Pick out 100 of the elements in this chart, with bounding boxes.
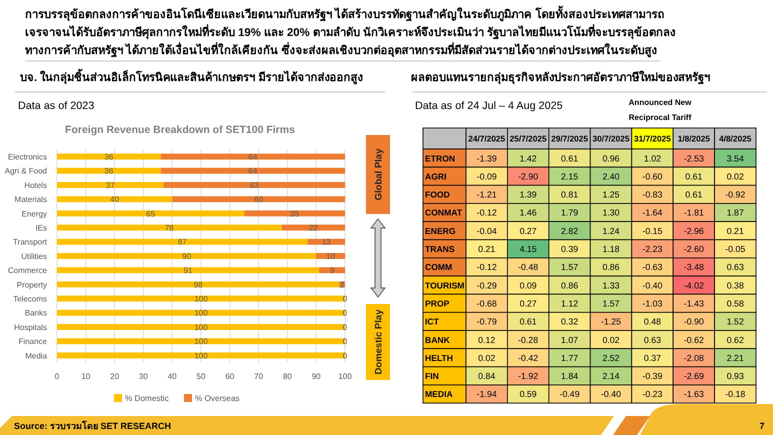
data-label: 1.79	[561, 208, 578, 218]
data-label: 64	[248, 166, 258, 176]
bar	[57, 168, 161, 174]
data-label: 100	[194, 351, 208, 360]
data-label: -0.60	[642, 171, 663, 182]
data-label: 0.86	[602, 262, 620, 272]
data-label: -0.92	[725, 190, 746, 200]
data-label: -0.49	[560, 389, 580, 400]
data-label: 0.96	[602, 153, 620, 164]
data-label: -1.92	[518, 371, 538, 382]
data-label: -2.60	[684, 244, 704, 254]
bar	[57, 352, 345, 358]
data-label: 2.40	[602, 171, 620, 182]
data-label: 0.61	[685, 190, 703, 200]
y-tick-label: Commerce	[8, 266, 48, 276]
data-label: 1.25	[602, 190, 620, 200]
data-label: 0	[342, 308, 348, 318]
data-label: 2.21	[726, 352, 744, 363]
data-label: -0.79	[476, 316, 497, 327]
data-label: 0.63	[644, 334, 662, 345]
y-tick-label: Banks	[24, 308, 47, 318]
y-tick-label: HELTH	[425, 352, 454, 363]
data-label: 0.21	[478, 244, 496, 254]
data-label: 0.21	[726, 226, 744, 236]
data-label: 63	[250, 180, 260, 190]
data-label: 0.62	[726, 334, 744, 345]
data-label: 1.07	[561, 334, 578, 345]
data-label: 1.12	[561, 298, 578, 308]
data-label: 2.14	[602, 371, 620, 382]
data-label: -0.40	[642, 280, 663, 290]
bar	[57, 196, 172, 202]
chart-subtitle: Data as of 24 Jul – 4 Aug 2025	[415, 100, 563, 112]
text: บจ. ในกลุ่มชิ้นส่วนอิเล็กโทรนิคและสินค้าเกษตรฯ มีรายได้จากส่งออกสูง	[20, 68, 362, 85]
data-label: -2.96	[684, 226, 704, 236]
y-tick-label: Utilities	[21, 252, 47, 261]
data-label: -3.48	[684, 262, 704, 272]
bar	[57, 154, 161, 160]
data-label: -0.42	[518, 352, 538, 363]
data-label: -0.05	[725, 244, 746, 254]
legend-label: % Domestic	[125, 394, 169, 403]
y-tick-label: ICT	[425, 316, 440, 327]
data-label: 0.27	[520, 226, 537, 236]
y-tick-label: Agri & Food	[4, 166, 47, 176]
data-label: 2.82	[561, 226, 578, 236]
x-tick-label: 90	[312, 372, 322, 381]
bar	[57, 324, 345, 330]
data-label: 1.39	[520, 190, 537, 200]
x-tick-label: 60	[225, 372, 235, 381]
data-label: 0.61	[685, 171, 703, 182]
data-label: 0	[342, 351, 348, 360]
data-label: 87	[178, 238, 188, 247]
data-label: 1.57	[561, 262, 578, 272]
data-label: -1.63	[684, 389, 704, 400]
data-label: 36	[104, 152, 114, 162]
bar	[164, 182, 345, 188]
data-label: 1.18	[602, 244, 620, 254]
data-label: 37	[106, 180, 116, 190]
data-label: 0.61	[561, 153, 578, 164]
data-label: -0.62	[684, 334, 704, 345]
data-label: 2.15	[561, 171, 578, 182]
y-tick-label: Materials	[14, 195, 47, 204]
data-label: 0.09	[520, 280, 537, 290]
data-label: 0	[342, 294, 348, 304]
y-tick-label: IEs	[35, 224, 47, 232]
data-label: -1.03	[642, 298, 663, 308]
data-label: 100	[194, 322, 208, 332]
text: Data as of 2023	[18, 100, 94, 112]
data-label: 13	[322, 238, 332, 247]
bar	[57, 338, 345, 344]
data-label: 0.93	[726, 371, 744, 382]
chart-title: Foreign Revenue Breakdown of SET100 Firms	[65, 124, 296, 136]
data-label: -1.81	[684, 208, 704, 218]
data-label: 100	[194, 337, 208, 346]
data-label: 98	[194, 280, 204, 290]
data-label: 0.84	[478, 371, 496, 382]
x-tick-label: 0	[54, 372, 60, 381]
bar	[57, 281, 340, 288]
data-label: -1.25	[600, 316, 622, 327]
data-label: 1.52	[726, 316, 744, 327]
data-label: -2.08	[684, 352, 704, 363]
data-label: -0.04	[476, 226, 497, 236]
y-tick-label: TOURISM	[425, 280, 464, 290]
data-label: 2	[340, 280, 345, 290]
data-label: 0.86	[561, 280, 578, 290]
data-label: 0.27	[520, 298, 537, 308]
data-label: 0.63	[726, 262, 744, 272]
x-tick-label: 40	[168, 372, 178, 381]
data-label: 1.87	[726, 208, 744, 218]
data-label: 100	[194, 294, 208, 304]
data-label: 10	[326, 252, 336, 261]
y-tick-label: TRANS	[425, 244, 455, 254]
data-label: -0.12	[476, 262, 497, 272]
y-tick-label: Media	[25, 351, 48, 360]
data-label: 40	[110, 195, 120, 204]
source-note: Source: รวบรวมโดย SET RESEARCH	[14, 420, 172, 431]
data-label: 4.15	[520, 244, 537, 254]
bar	[57, 182, 164, 188]
bar	[282, 224, 345, 231]
y-tick-label: Transport	[13, 238, 48, 247]
data-label: -0.09	[476, 171, 497, 182]
